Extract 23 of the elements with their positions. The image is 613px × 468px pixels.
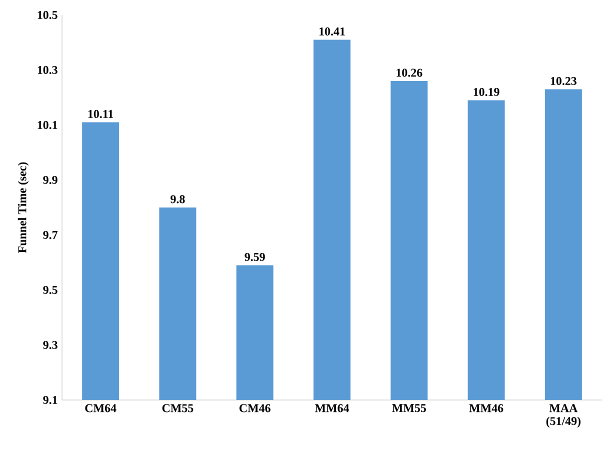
y-tick-label: 9.5 bbox=[43, 286, 58, 294]
y-tick-label: 9.9 bbox=[43, 176, 58, 184]
y-tick-label: 9.3 bbox=[43, 340, 58, 350]
data-label: 10.19 bbox=[474, 88, 500, 96]
data-label: 10.23 bbox=[550, 76, 576, 86]
x-tick-label: CM46 bbox=[240, 404, 270, 412]
y-tick-label: 10.3 bbox=[38, 66, 58, 74]
y-tick-label: 9.1 bbox=[43, 396, 58, 404]
x-tick-label: MM64 bbox=[314, 404, 350, 412]
y-tick-label: 10.1 bbox=[38, 120, 58, 130]
x-tick-label: CM64 bbox=[85, 404, 116, 412]
data-label: 9.8 bbox=[170, 195, 185, 204]
data-label: 10.11 bbox=[88, 110, 114, 118]
x-tick-label: MM55 bbox=[392, 404, 426, 412]
x-tick-label: MAA (51/49) bbox=[546, 404, 580, 428]
x-tick-label: MM46 bbox=[469, 404, 504, 412]
y-axis-title: Funnel Time (sec) bbox=[18, 162, 29, 254]
y-tick-label: 9.7 bbox=[43, 230, 58, 240]
y-tick-label: 10.5 bbox=[38, 10, 58, 20]
data-label: 10.41 bbox=[320, 27, 345, 36]
data-label: 10.26 bbox=[396, 68, 422, 77]
x-tick-label: CM55 bbox=[162, 404, 194, 412]
data-label: 9.59 bbox=[244, 252, 265, 262]
